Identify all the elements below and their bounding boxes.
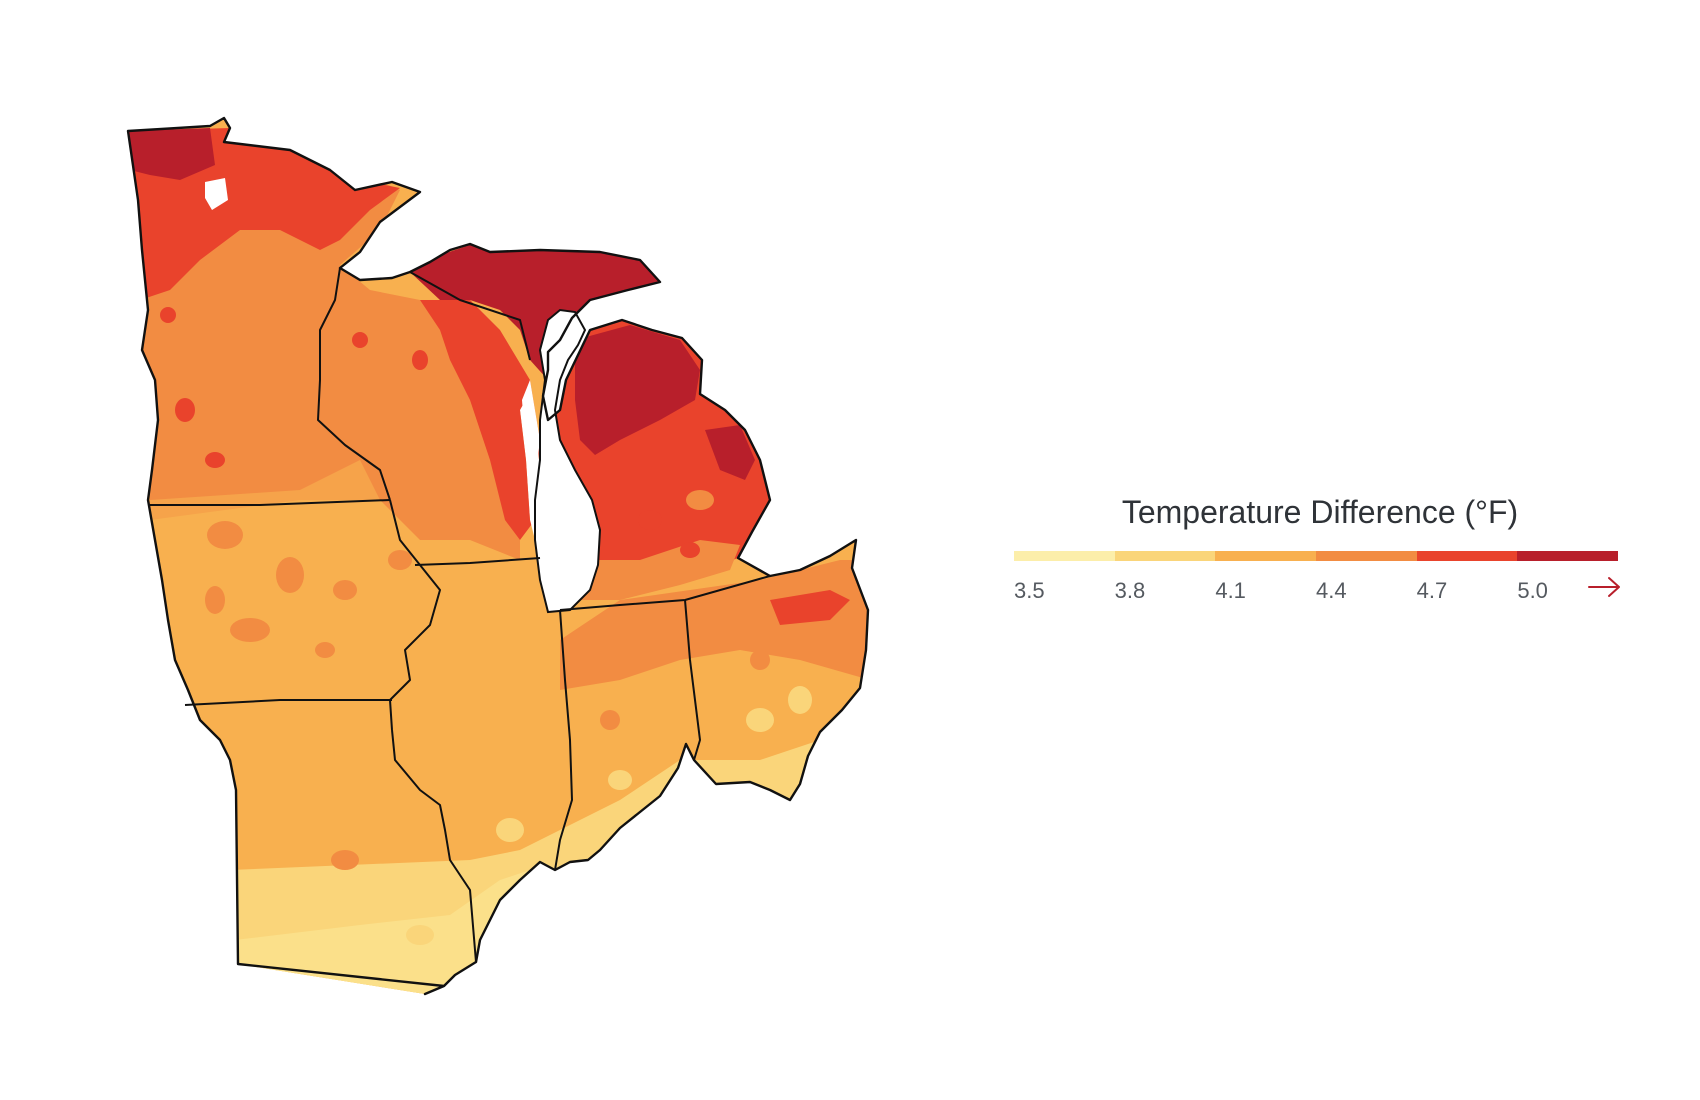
legend-tick-label: 4.4 (1316, 578, 1347, 603)
legend-bin-5 (1517, 551, 1619, 561)
legend-bin-1 (1114, 551, 1216, 561)
legend-bin-4 (1416, 551, 1518, 561)
legend-title: Temperature Difference (°F) (1121, 494, 1519, 530)
legend-tick-label: 3.8 (1114, 578, 1146, 603)
legend-tick-label: 4.1 (1215, 578, 1246, 603)
legend-tick-label: 4.7 (1416, 578, 1448, 603)
lake-michigan (535, 310, 600, 612)
legend-bin-3 (1316, 551, 1417, 561)
lake-superior-gap (205, 178, 228, 210)
state-borders (150, 267, 771, 963)
lake-michigan-outline (534, 308, 602, 614)
green-bay (522, 380, 540, 480)
region-outline (126, 116, 870, 996)
legend-color-bar (1014, 551, 1619, 561)
legend-tick-label: 3.5 (1014, 578, 1045, 603)
legend-bin-2 (1215, 551, 1317, 561)
legend-bin-0 (1014, 551, 1115, 561)
arrow-right-icon (1588, 577, 1620, 597)
legend-ticks: 3.5 3.8 4.1 4.4 4.7 5.0 (1014, 578, 1634, 608)
legend-tick-label: 5.0 (1517, 578, 1548, 603)
temperature-map (126, 116, 870, 996)
